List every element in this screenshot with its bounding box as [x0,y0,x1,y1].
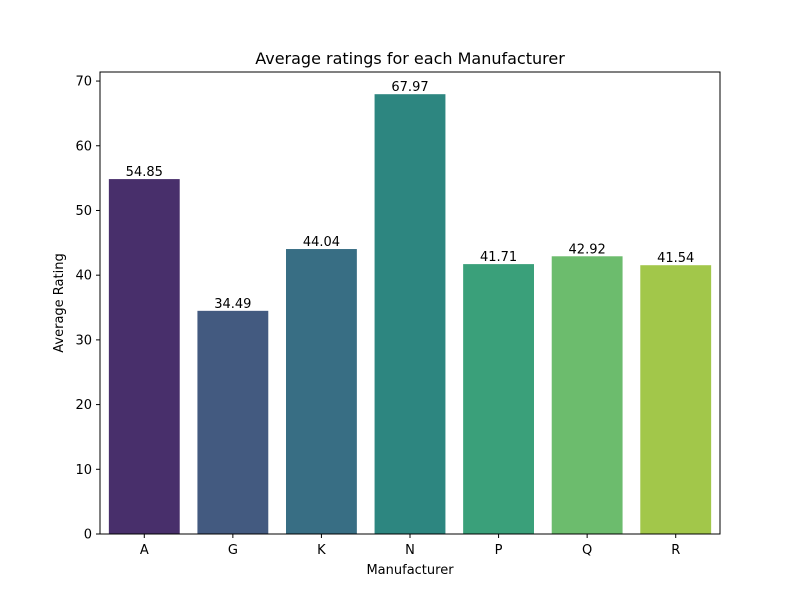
x-tick-label-q: Q [582,543,592,558]
chart-title: Average ratings for each Manufacturer [255,49,565,68]
bar-g [197,310,269,534]
bar-r [640,265,712,534]
bar-k [286,249,357,535]
y-axis-label: Average Rating [52,253,67,352]
data-label-g: 34.49 [214,297,251,312]
data-labels-group: 54.85 34.49 44.04 67.97 41.71 42.92 41.54 [126,80,695,312]
data-label-p: 41.71 [480,250,517,265]
y-tick-label-0: 0 [84,528,92,543]
y-tick-label-50: 50 [75,204,92,219]
x-tick-label-r: R [671,543,680,558]
x-tick-label-g: G [228,543,238,558]
data-label-r: 41.54 [657,251,694,266]
y-axis: 0 10 20 30 40 50 60 70 [75,75,100,543]
bar-n [374,94,446,534]
y-tick-label-30: 30 [75,333,92,348]
bar-p [463,264,534,534]
x-tick-label-k: K [317,543,326,558]
y-tick-label-10: 10 [75,463,92,478]
y-tick-label-70: 70 [75,75,92,90]
bar-q [551,256,623,534]
data-label-q: 42.92 [569,242,606,257]
x-tick-label-p: P [495,543,503,558]
plot-frame [99,71,721,535]
data-label-a: 54.85 [126,165,163,180]
x-tick-label-a: A [140,543,149,558]
y-tick-label-20: 20 [75,398,92,413]
bar-a [108,179,180,534]
bars-group [108,94,712,535]
x-axis-label: Manufacturer [366,563,454,578]
data-label-n: 67.97 [391,80,428,95]
y-tick-label-60: 60 [75,139,92,154]
data-label-k: 44.04 [303,235,340,250]
y-tick-label-40: 40 [75,269,92,284]
x-tick-label-n: N [405,543,415,558]
